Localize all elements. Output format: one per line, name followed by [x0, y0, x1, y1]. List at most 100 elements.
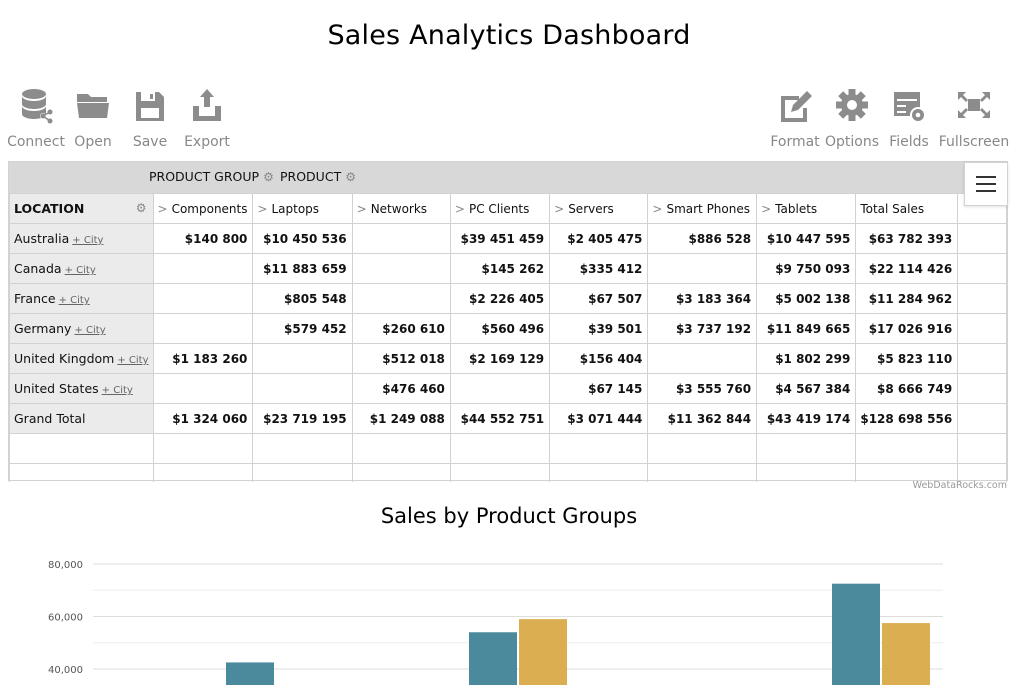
empty-cell — [855, 433, 959, 464]
empty-cell — [647, 433, 758, 464]
row-header[interactable]: Australia + City — [9, 223, 154, 254]
drill-city-link[interactable]: + City — [64, 265, 96, 276]
empty-cell — [449, 433, 551, 464]
open-label: Open — [74, 134, 112, 150]
row-label: Canada — [14, 261, 62, 276]
chevron-right-icon[interactable]: > — [652, 201, 663, 216]
column-header-components[interactable]: > Components — [152, 193, 254, 224]
product-group-filter[interactable]: PRODUCT GROUP ⚙ — [149, 169, 274, 184]
drill-city-link[interactable]: + City — [101, 385, 133, 396]
empty-cell — [957, 283, 1007, 314]
value-cell: $805 548 — [252, 283, 353, 314]
row-label: Australia — [14, 231, 70, 246]
column-header-servers[interactable]: > Servers — [549, 193, 649, 224]
row-header[interactable]: Germany + City — [9, 313, 154, 344]
fields-button[interactable]: Fields — [884, 86, 934, 152]
fullscreen-button[interactable]: Fullscreen — [938, 86, 1010, 152]
row-label: United States — [14, 381, 99, 396]
credit-link[interactable]: WebDataRocks.com — [912, 480, 1007, 491]
drill-city-link[interactable]: + City — [72, 235, 104, 246]
empty-row — [9, 433, 1007, 464]
chevron-right-icon[interactable]: > — [761, 201, 772, 216]
column-header-networks[interactable]: > Networks — [351, 193, 451, 224]
value-cell: $67 507 — [549, 283, 649, 314]
row-header[interactable]: France + City — [9, 283, 154, 314]
gear-icon[interactable]: ⚙ — [135, 201, 147, 215]
empty-cell — [9, 433, 154, 464]
chevron-right-icon[interactable]: > — [454, 201, 465, 216]
chevron-right-icon[interactable]: > — [554, 201, 565, 216]
value-cell: $67 145 — [549, 373, 649, 404]
product-filter[interactable]: PRODUCT ⚙ — [280, 169, 356, 184]
column-header-smart-phones[interactable]: > Smart Phones — [647, 193, 758, 224]
value-cell: $3 183 364 — [647, 283, 758, 314]
value-cell: $11 849 665 — [756, 313, 857, 344]
connect-button[interactable]: Connect — [7, 86, 65, 152]
empty-cell — [152, 433, 254, 464]
value-cell: $2 226 405 — [449, 283, 551, 314]
options-button[interactable]: Options — [825, 86, 879, 152]
bar[interactable] — [519, 619, 567, 685]
export-button[interactable]: Export — [182, 86, 232, 152]
row-header[interactable]: Canada + City — [9, 253, 154, 284]
gear-icon — [836, 89, 868, 121]
value-cell: $17 026 916 — [855, 313, 959, 344]
drill-city-link[interactable]: + City — [74, 325, 106, 336]
value-cell: $140 800 — [152, 223, 254, 254]
menu-line — [976, 176, 996, 178]
open-button[interactable]: Open — [68, 86, 118, 152]
value-cell: $1 324 060 — [152, 403, 254, 434]
bar[interactable] — [226, 662, 274, 685]
toolbar: Connect Open Save Export Format — [0, 86, 1018, 152]
chevron-right-icon[interactable]: > — [356, 201, 367, 216]
empty-row — [9, 463, 1007, 482]
gear-icon[interactable]: ⚙ — [345, 169, 356, 184]
value-cell: $886 528 — [647, 223, 758, 254]
value-cell: $3 737 192 — [647, 313, 758, 344]
value-cell: $335 412 — [549, 253, 649, 284]
table-row: United Kingdom + City $1 183 260 $512 018 $2… — [9, 343, 1007, 374]
column-label: Total Sales — [860, 201, 925, 216]
drill-city-link[interactable]: + City — [58, 295, 90, 306]
format-button[interactable]: Format — [770, 86, 820, 152]
format-pencil-icon — [781, 91, 812, 122]
value-cell: $145 262 — [449, 253, 551, 284]
value-cell: $512 018 — [351, 343, 451, 374]
bar[interactable] — [882, 623, 930, 685]
bar[interactable] — [469, 632, 517, 685]
column-header-laptops[interactable]: > Laptops — [252, 193, 353, 224]
drill-city-link[interactable]: + City — [117, 355, 149, 366]
value-cell: $260 610 — [351, 313, 451, 344]
value-cell: $2 169 129 — [449, 343, 551, 374]
column-header-tablets[interactable]: > Tablets — [756, 193, 857, 224]
chevron-right-icon[interactable]: > — [157, 201, 168, 216]
table-row: Germany + City $579 452 $260 610 $560 496 $39… — [9, 313, 1007, 344]
row-label: United Kingdom — [14, 351, 115, 366]
row-header[interactable]: United Kingdom + City — [9, 343, 154, 374]
value-cell: $11 362 844 — [647, 403, 758, 434]
column-header-pc-clients[interactable]: > PC Clients — [449, 193, 551, 224]
row-header[interactable]: Grand Total — [9, 403, 154, 434]
export-label: Export — [184, 134, 230, 150]
location-header[interactable]: LOCATION ⚙ — [9, 193, 154, 224]
table-row: United States + City $476 460 $67 145 $3 555… — [9, 373, 1007, 404]
chevron-right-icon[interactable]: > — [257, 201, 268, 216]
hamburger-menu-button[interactable] — [964, 162, 1008, 206]
value-cell: $9 750 093 — [756, 253, 857, 284]
fullscreen-label: Fullscreen — [938, 134, 1010, 150]
gear-icon[interactable]: ⚙ — [263, 169, 274, 184]
column-header-total-sales[interactable]: Total Sales — [855, 193, 959, 224]
value-cell: $1 249 088 — [351, 403, 451, 434]
column-label: Smart Phones — [666, 201, 750, 216]
save-button[interactable]: Save — [126, 86, 174, 152]
table-row: Canada + City $11 883 659 $145 262 $335 412 $… — [9, 253, 1007, 284]
value-cell — [449, 373, 551, 404]
value-cell — [252, 373, 353, 404]
row-header[interactable]: United States + City — [9, 373, 154, 404]
connect-label: Connect — [7, 134, 65, 150]
value-cell — [647, 253, 758, 284]
table-row: Australia + City $140 800 $10 450 536 $39 45… — [9, 223, 1007, 254]
bar[interactable] — [832, 583, 880, 685]
empty-cell — [351, 433, 451, 464]
empty-cell — [957, 403, 1007, 434]
